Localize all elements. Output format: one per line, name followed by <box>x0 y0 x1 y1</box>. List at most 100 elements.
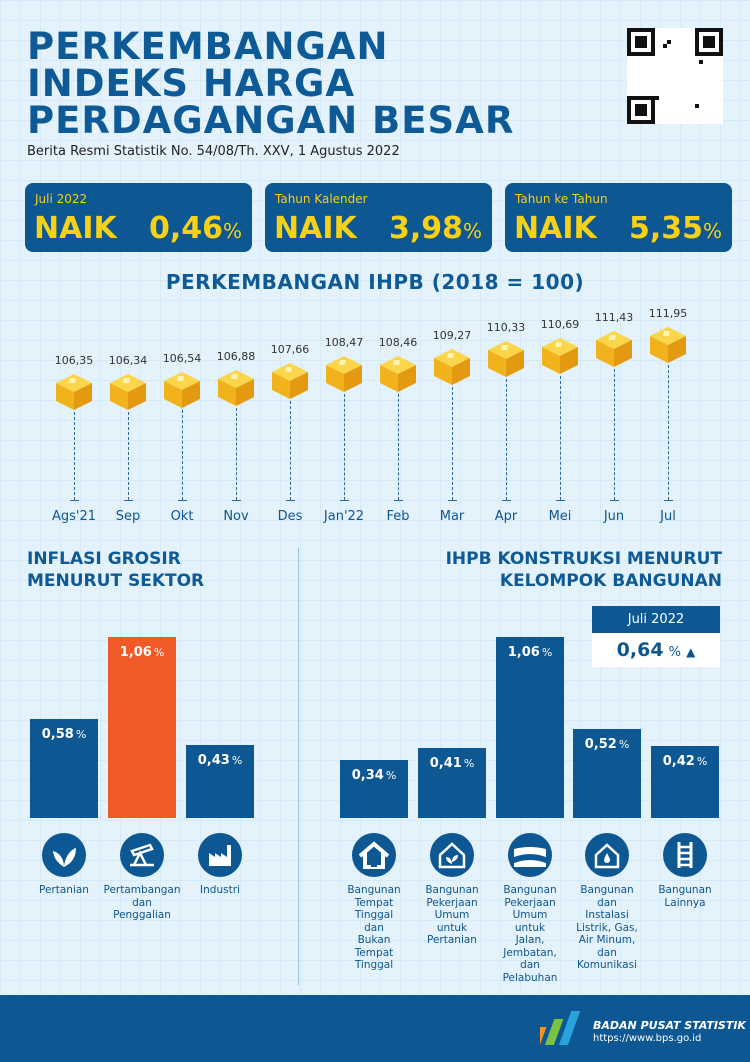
dashed-line <box>344 394 345 500</box>
bar-value: 1,06 <box>119 644 152 660</box>
label-line: Tinggal <box>354 909 394 921</box>
summary-label: Juli 2022 <box>35 192 88 206</box>
value-label: 106,54 <box>162 352 202 366</box>
cube-marker <box>164 372 200 409</box>
title-line: INDEKS HARGA <box>27 62 356 105</box>
bar-value: 0,34 <box>351 767 384 783</box>
label-line: Umum <box>434 909 470 921</box>
label-line: Pelabuhan <box>502 971 558 984</box>
bar-value: 0,52 <box>584 737 617 753</box>
month-label: Jun <box>603 509 625 524</box>
value-label: 111,43 <box>594 311 634 325</box>
bar-label: 0,42% <box>651 754 719 769</box>
cube-marker <box>110 374 146 411</box>
label-line: Penggalian <box>113 909 171 921</box>
tick <box>664 500 673 501</box>
label-line: Bangunan <box>580 884 634 896</box>
category-label: Industri <box>180 884 260 897</box>
plant-icon <box>42 833 86 877</box>
bar: 1,06% <box>108 636 176 818</box>
label-line: Pekerjaan <box>426 896 478 909</box>
dashed-line <box>236 407 237 500</box>
construction-title: IHPB KONSTRUKSI MENURUT KELOMPOK BANGUNA… <box>446 548 722 592</box>
label-line: dan <box>364 921 384 934</box>
month-label: Apr <box>494 509 518 524</box>
arrow-up-icon: ▲ <box>686 645 696 659</box>
category-label: Bangunan Pekerjaan Umum untuk Pertanian <box>412 884 492 947</box>
bar: 1,06% <box>496 636 564 818</box>
summary-card: Tahun ke Tahun NAIK 5,35% <box>505 183 732 252</box>
tick <box>448 500 457 501</box>
bar-unit: % <box>385 768 397 782</box>
label-line: Tempat <box>354 896 394 909</box>
title-line: MENURUT SEKTOR <box>27 571 205 591</box>
dashed-line <box>182 410 183 500</box>
value-label: 111,95 <box>648 306 688 320</box>
greenhouse-icon <box>430 833 474 877</box>
month-label: Des <box>277 509 303 524</box>
value-label: 110,69 <box>540 317 580 331</box>
label-line: Umum <box>512 909 548 921</box>
summary-label: Tahun Kalender <box>275 192 368 206</box>
label-line: Tempat <box>354 946 394 959</box>
value-label: 110,33 <box>486 320 526 334</box>
factory-icon <box>198 833 242 877</box>
oil-pump-icon <box>120 833 164 877</box>
dashed-line <box>398 394 399 500</box>
bar-value: 0,43 <box>197 752 230 768</box>
label-line: Lainnya <box>664 896 706 909</box>
label-line: Komunikasi <box>577 959 637 971</box>
cube-marker <box>380 356 416 393</box>
value-label: 107,66 <box>270 342 310 356</box>
page-title: PERKEMBANGAN INDEKS HARGA PERDAGANGAN BE… <box>27 28 514 139</box>
label-line: untuk <box>436 921 468 934</box>
dashed-line <box>290 400 291 500</box>
tick <box>340 500 349 501</box>
summary-unit: % <box>702 219 722 243</box>
value-label: 106,34 <box>108 354 148 368</box>
category-label: Pertambangan dan Penggalian <box>102 884 182 922</box>
label-line: dan <box>132 896 152 909</box>
label-line: Instalasi <box>585 909 629 921</box>
summary-direction: NAIK <box>274 211 357 246</box>
month-label: Jul <box>660 509 676 524</box>
label-line: untuk <box>514 921 546 934</box>
month-label: Nov <box>223 509 249 524</box>
bar-unit: % <box>153 645 165 659</box>
badge-unit: % <box>668 645 681 660</box>
house-icon <box>352 833 396 877</box>
summary-direction: NAIK <box>514 211 597 246</box>
badge-value: 0,64 % ▲ <box>592 633 720 667</box>
summary-number: 5,35 <box>628 211 703 246</box>
category-label: Bangunan Pekerjaan Umum untuk Jalan, Jembatan… <box>490 884 570 984</box>
tick <box>286 500 295 501</box>
month-label: Okt <box>170 509 194 524</box>
utility-house-icon <box>585 833 629 877</box>
cube-marker <box>56 374 92 410</box>
tick <box>610 500 619 501</box>
label-line: Bukan <box>357 934 391 946</box>
bps-logo <box>540 1011 581 1045</box>
label-line: Tinggal <box>354 959 394 971</box>
bar-label: 0,34% <box>340 768 408 783</box>
bar-value: 0,58 <box>41 726 74 742</box>
bar-unit: % <box>696 755 708 769</box>
bar: 0,41% <box>418 747 486 818</box>
label-line: dan <box>597 896 617 909</box>
value-label: 108,47 <box>324 336 364 350</box>
category-label: Bangunan dan Instalasi Listrik, Gas, Air Min… <box>567 884 647 972</box>
bar-label: 0,52% <box>573 737 641 752</box>
month-label: Feb <box>386 509 410 524</box>
tick <box>70 500 79 501</box>
title-line: INFLASI GROSIR <box>27 549 181 569</box>
bar: 0,34% <box>340 759 408 818</box>
bar-unit: % <box>75 727 87 741</box>
railway-icon <box>663 833 707 877</box>
value-label: 106,35 <box>54 354 94 367</box>
org-url[interactable]: https://www.bps.go.id <box>593 1033 702 1044</box>
label-line: Bangunan <box>503 884 557 896</box>
category-label: Pertanian <box>24 884 104 897</box>
summary-value: 3,98% <box>389 211 482 246</box>
cube-marker <box>542 337 578 374</box>
month-label: Ags'21 <box>51 509 97 524</box>
